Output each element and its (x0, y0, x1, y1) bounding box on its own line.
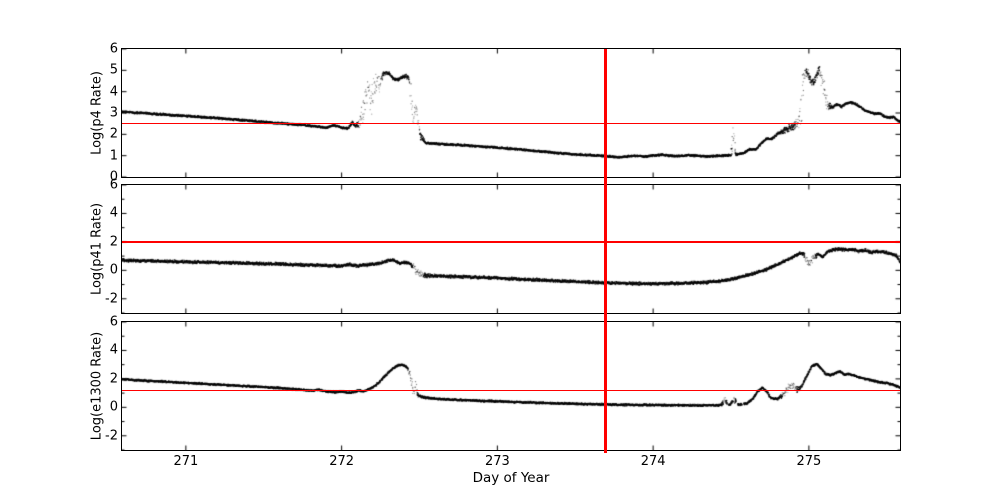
x-tick-label: 275 (796, 454, 822, 469)
panel-p41 (121, 184, 901, 314)
y-tick-label: 4 (109, 205, 118, 221)
y-tick-label: 0 (109, 399, 118, 415)
x-tick-label: 273 (484, 454, 510, 469)
y-axis-label-p4: Log(p4 Rate) (89, 71, 105, 155)
y-tick-label: 2 (109, 126, 118, 142)
y-tick-label: 1 (109, 148, 118, 164)
panel-canvas-p41 (122, 185, 900, 313)
y-tick-label: 6 (109, 177, 118, 193)
y-tick-label: -2 (105, 291, 118, 307)
y-tick-label: 4 (109, 342, 118, 358)
y-tick-label: 6 (109, 41, 118, 57)
threshold-line-e1300 (122, 389, 900, 392)
x-tick-label: 271 (173, 454, 199, 469)
threshold-line-p41 (122, 241, 900, 243)
y-tick-label: 2 (109, 371, 118, 387)
panel-canvas-p4 (122, 49, 900, 177)
y-tick-label: 3 (109, 105, 118, 121)
y-tick-label: 0 (109, 169, 118, 185)
panel-p4 (121, 48, 901, 178)
y-axis-label-p41: Log(p41 Rate) (89, 202, 105, 296)
y-tick-label: 2 (109, 234, 118, 250)
x-tick-label: 272 (329, 454, 355, 469)
y-tick-label: 4 (109, 84, 118, 100)
y-tick-label: 6 (109, 314, 118, 330)
panel-e1300 (121, 321, 901, 451)
y-tick-label: 0 (109, 262, 118, 278)
y-tick-label: 5 (109, 62, 118, 78)
y-tick-label: -2 (105, 428, 118, 444)
event-vline (604, 49, 608, 453)
x-axis-label: Day of Year (472, 470, 550, 486)
panel-canvas-e1300 (122, 322, 900, 450)
x-tick-label: 274 (640, 454, 666, 469)
threshold-line-p4 (122, 122, 900, 125)
y-axis-label-e1300: Log(e1300 Rate) (89, 331, 105, 441)
